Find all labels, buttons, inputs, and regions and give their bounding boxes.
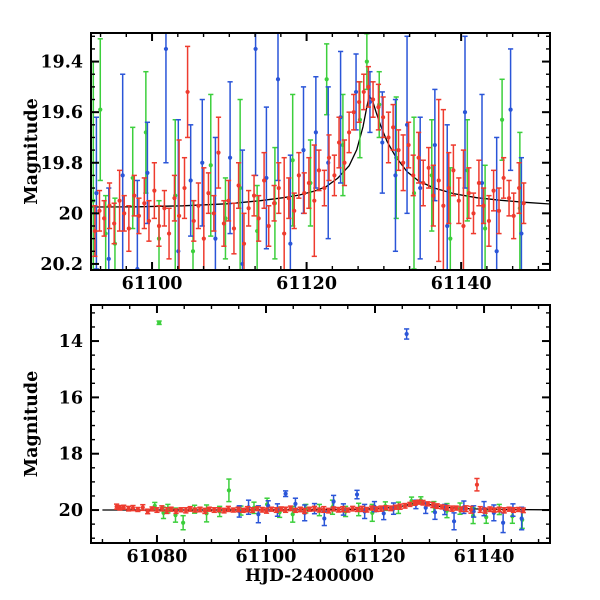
y-tick-label: 19.6	[40, 103, 83, 123]
top-dataset-red	[92, 45, 527, 270]
top-ticks	[91, 33, 550, 270]
bottom-dataset-red	[114, 477, 526, 515]
bottom-ticks	[91, 305, 550, 543]
bottom-y-axis-label: Magnitude	[22, 371, 42, 478]
y-tick-label: 14	[59, 332, 83, 352]
y-tick-label: 20	[59, 501, 83, 521]
bottom-x-axis-label: HJD-2400000	[245, 566, 374, 586]
y-tick-label: 20.2	[40, 255, 83, 275]
y-tick-label: 16	[59, 388, 83, 408]
bottom-dataset-green	[152, 320, 525, 531]
x-tick-label: 61080	[127, 547, 188, 567]
x-tick-label: 61100	[122, 274, 183, 294]
bottom-panel: 61080 61100 61120 61140 14 16 18 20 Magnitude HJD…	[22, 304, 551, 586]
y-tick-label: 18	[59, 445, 83, 465]
top-y-axis-label: Magnitude	[22, 98, 42, 205]
x-tick-label: 61100	[236, 547, 297, 567]
y-tick-label: 19.4	[40, 53, 83, 73]
top-frame	[90, 32, 551, 271]
y-tick-label: 19.8	[40, 154, 83, 174]
x-tick-label: 61140	[431, 274, 492, 294]
top-dataset-blue	[93, 33, 525, 270]
top-panel: 61100 61120 61140 19.4 19.6 19.8 20 20.2 Magnitu…	[22, 32, 551, 294]
top-tick-labels: 61100 61120 61140 19.4 19.6 19.8 20 20.2	[40, 53, 491, 294]
x-tick-label: 61140	[454, 547, 515, 567]
y-tick-label: 20	[59, 204, 83, 224]
x-tick-label: 61120	[276, 274, 337, 294]
x-tick-label: 61120	[345, 547, 406, 567]
top-plot-area	[91, 33, 550, 270]
bottom-dataset-blue	[236, 328, 525, 534]
bottom-plot-area	[102, 320, 550, 534]
bottom-tick-labels: 61080 61100 61120 61140 14 16 18 20	[59, 332, 515, 567]
